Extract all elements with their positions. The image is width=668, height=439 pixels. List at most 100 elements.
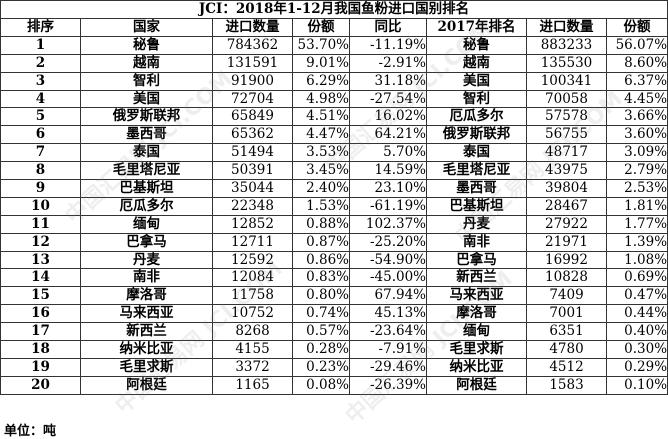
yoy-cell: 5.70% [349,143,427,163]
yoy-cell: -23.64% [349,322,427,342]
country-cell: 智利 [80,71,213,91]
share-2017-cell: 3.09% [605,143,668,163]
share-cell: 2.40% [292,179,350,198]
rank-cell: 15 [0,286,81,306]
share-2017-cell: 6.37% [605,71,668,91]
yoy-cell: -27.54% [349,89,427,109]
quantity-cell: 1165 [212,375,293,395]
share-2017-cell: 0.10% [605,375,668,395]
country-2017-cell: 南非 [426,232,527,252]
table-title: JCI：2018年1-12月我国鱼粉进口国别排名 [0,0,668,19]
share-2017-cell: 0.29% [605,357,668,377]
yoy-cell: -61.19% [349,196,427,216]
quantity-cell: 12852 [212,214,293,234]
header-share: 份额 [292,17,350,37]
quantity-cell: 51494 [212,143,293,163]
quantity-2017-cell: 100341 [526,71,607,91]
rank-cell: 10 [0,196,81,216]
country-cell: 巴拿马 [80,232,213,252]
share-cell: 0.87% [292,232,350,252]
quantity-cell: 11758 [212,286,293,306]
header-country: 国家 [80,17,213,37]
share-cell: 0.80% [292,286,350,306]
header-row: 排序 国家 进口数量 份额 同比 2017年排名 进口数量 份额 [0,17,668,37]
quantity-cell: 3372 [212,357,293,377]
quantity-2017-cell: 43975 [526,161,607,181]
country-2017-cell: 阿根廷 [426,375,527,395]
country-2017-cell: 丹麦 [426,214,527,234]
country-2017-cell: 马来西亚 [426,286,527,306]
country-cell: 毛里塔尼亚 [80,161,213,181]
yoy-cell: 64.21% [349,125,427,145]
country-cell: 缅甸 [80,214,213,234]
quantity-2017-cell: 48717 [526,143,607,163]
table-row: 14 南非 12084 0.83% -45.00% 新西兰 10828 0.69% [0,268,668,288]
quantity-2017-cell: 39804 [526,179,607,198]
quantity-2017-cell: 1583 [526,375,607,395]
quantity-cell: 131591 [212,53,293,73]
rank-cell: 1 [0,35,81,55]
table-row: 20 阿根廷 1165 0.08% -26.39% 阿根廷 1583 0.10% [0,375,668,395]
header-2017-rank: 2017年排名 [426,17,527,37]
share-2017-cell: 1.77% [605,214,668,234]
rank-cell: 19 [0,357,81,377]
rank-cell: 5 [0,107,81,127]
quantity-cell: 22348 [212,196,293,216]
quantity-2017-cell: 7001 [526,304,607,324]
share-cell: 53.70% [292,35,350,55]
share-2017-cell: 1.81% [605,196,668,216]
share-cell: 0.86% [292,250,350,270]
country-cell: 厄瓜多尔 [80,196,213,216]
country-2017-cell: 毛里求斯 [426,340,527,359]
country-2017-cell: 俄罗斯联邦 [426,125,527,145]
country-cell: 纳米比亚 [80,340,213,359]
table-row: 3 智利 91900 6.29% 31.18% 美国 100341 6.37% [0,71,668,91]
country-2017-cell: 巴基斯坦 [426,196,527,216]
table-row: 10 厄瓜多尔 22348 1.53% -61.19% 巴基斯坦 28467 1.81% [0,196,668,216]
country-cell: 新西兰 [80,322,213,342]
yoy-cell: -54.90% [349,250,427,270]
quantity-2017-cell: 135530 [526,53,607,73]
country-cell: 泰国 [80,143,213,163]
quantity-cell: 35044 [212,179,293,198]
table-row: 1 秘鲁 784362 53.70% -11.19% 秘鲁 883233 56.07% [0,35,668,55]
share-2017-cell: 3.60% [605,125,668,145]
share-2017-cell: 56.07% [605,35,668,55]
quantity-cell: 65362 [212,125,293,145]
share-2017-cell: 8.60% [605,53,668,73]
table-row: 9 巴基斯坦 35044 2.40% 23.10% 墨西哥 39804 2.53% [0,179,668,198]
quantity-2017-cell: 21971 [526,232,607,252]
country-cell: 摩洛哥 [80,286,213,306]
country-2017-cell: 智利 [426,89,527,109]
quantity-2017-cell: 4780 [526,340,607,359]
table-row: 18 纳米比亚 4155 0.28% -7.91% 毛里求斯 4780 0.30% [0,340,668,359]
share-2017-cell: 2.79% [605,161,668,181]
country-2017-cell: 缅甸 [426,322,527,342]
table-row: 4 美国 72704 4.98% -27.54% 智利 70058 4.45% [0,89,668,109]
rank-cell: 9 [0,179,81,198]
share-cell: 4.98% [292,89,350,109]
country-2017-cell: 纳米比亚 [426,357,527,377]
quantity-cell: 12711 [212,232,293,252]
quantity-cell: 50391 [212,161,293,181]
yoy-cell: -26.39% [349,375,427,395]
quantity-cell: 4155 [212,340,293,359]
share-cell: 0.57% [292,322,350,342]
quantity-2017-cell: 16992 [526,250,607,270]
share-2017-cell: 0.47% [605,286,668,306]
yoy-cell: 16.02% [349,107,427,127]
table-row: 13 丹麦 12592 0.86% -54.90% 巴拿马 16992 1.08% [0,250,668,270]
quantity-2017-cell: 883233 [526,35,607,55]
share-2017-cell: 1.39% [605,232,668,252]
quantity-cell: 8268 [212,322,293,342]
table-row: 17 新西兰 8268 0.57% -23.64% 缅甸 6351 0.40% [0,322,668,342]
share-cell: 3.45% [292,161,350,181]
share-cell: 6.29% [292,71,350,91]
table-row: 7 泰国 51494 3.53% 5.70% 泰国 48717 3.09% [0,143,668,163]
quantity-2017-cell: 6351 [526,322,607,342]
quantity-2017-cell: 57578 [526,107,607,127]
unit-note: 单位：吨 [4,424,57,439]
rank-cell: 13 [0,250,81,270]
country-2017-cell: 秘鲁 [426,35,527,55]
quantity-cell: 72704 [212,89,293,109]
